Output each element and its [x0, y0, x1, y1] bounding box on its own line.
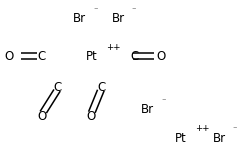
- Text: ⁻: ⁻: [93, 5, 97, 14]
- Text: ++: ++: [195, 124, 209, 133]
- Text: O: O: [157, 50, 166, 63]
- Text: Pt: Pt: [86, 50, 98, 63]
- Text: Pt: Pt: [175, 132, 187, 145]
- Text: C: C: [53, 81, 62, 94]
- Text: O: O: [38, 110, 47, 123]
- Text: ⁻: ⁻: [132, 5, 136, 14]
- Text: C: C: [130, 50, 138, 63]
- Text: C: C: [38, 50, 46, 63]
- Text: C: C: [97, 81, 105, 94]
- Text: ++: ++: [106, 43, 121, 52]
- Text: ⁻: ⁻: [161, 96, 165, 105]
- Text: Br: Br: [112, 12, 125, 25]
- Text: Br: Br: [213, 132, 226, 145]
- Text: Br: Br: [73, 12, 86, 25]
- Text: O: O: [5, 50, 14, 63]
- Text: Br: Br: [141, 103, 154, 116]
- Text: ⁻: ⁻: [233, 124, 237, 133]
- Text: O: O: [86, 110, 95, 123]
